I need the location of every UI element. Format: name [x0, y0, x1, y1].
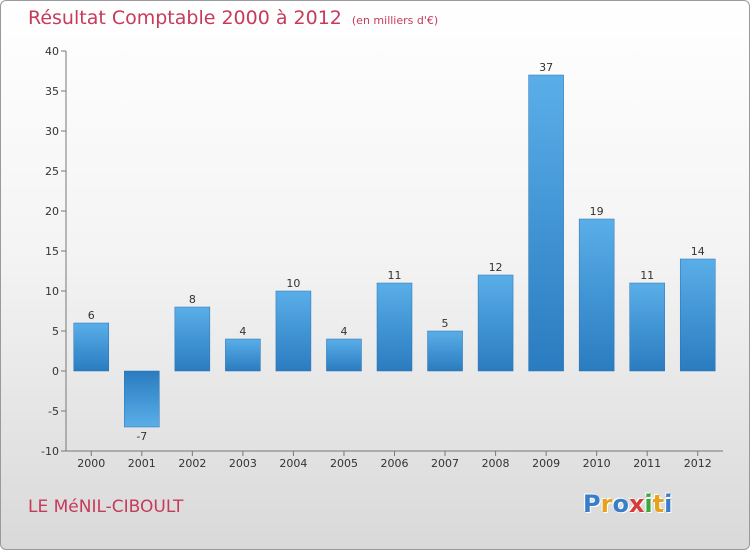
chart-title: Résultat Comptable 2000 à 2012 (en millie… [28, 7, 438, 29]
logo-letter: i [664, 490, 673, 518]
data-labels-group: 6 -7 8 4 10 4 11 5 12 37 19 11 14 [88, 61, 705, 443]
data-label: 12 [489, 261, 503, 274]
logo-letter: t [652, 490, 665, 518]
logo-letter: r [600, 490, 613, 518]
data-label: 14 [691, 245, 705, 258]
x-tick-label: 2011 [633, 457, 661, 470]
y-tick-label: 15 [45, 245, 59, 258]
bar [174, 306, 211, 372]
bar [376, 282, 413, 372]
bar [225, 338, 261, 372]
x-tick-label: 2008 [482, 457, 510, 470]
y-tick-label: 0 [52, 365, 59, 378]
x-tick-label: 2012 [684, 457, 712, 470]
proxiti-logo: Proxiti [583, 490, 672, 518]
y-tick-label: -10 [41, 445, 59, 458]
x-tick-label: 2007 [431, 457, 459, 470]
data-label: 37 [539, 61, 553, 74]
bar [679, 258, 716, 372]
x-tick-label: 2009 [532, 457, 560, 470]
commune-name: LE MéNIL-CIBOULT [28, 497, 184, 517]
bar [73, 322, 110, 372]
data-label: 10 [286, 277, 300, 290]
data-label: 6 [88, 309, 95, 322]
x-tick-label: 2006 [381, 457, 409, 470]
data-label: -7 [136, 430, 147, 443]
chart-subtitle: (en milliers d'€) [351, 14, 439, 27]
x-tick-label: 2003 [229, 457, 257, 470]
logo-letter: i [644, 490, 653, 518]
y-tick-label: 25 [45, 165, 59, 178]
x-tick-label: 2002 [178, 457, 206, 470]
x-tick-label: 2004 [279, 457, 307, 470]
logo-letter: o [612, 490, 629, 518]
data-label: 11 [388, 269, 402, 282]
bar [477, 274, 514, 372]
logo-letter: P [583, 490, 601, 518]
bar [427, 330, 463, 372]
bars-group [73, 74, 716, 428]
y-tick-label: 10 [45, 285, 59, 298]
logo-letter: x [628, 490, 645, 518]
y-tick-label: 35 [45, 85, 59, 98]
chart-title-text: Résultat Comptable 2000 à 2012 [28, 7, 342, 29]
x-tick-label: 2000 [77, 457, 105, 470]
bar [528, 74, 564, 372]
bar [275, 290, 312, 372]
bar [326, 338, 362, 372]
x-tick-label: 2005 [330, 457, 358, 470]
bar [629, 282, 665, 372]
y-tick-label: 20 [45, 205, 59, 218]
y-tick-label: 40 [45, 45, 59, 58]
bar [124, 370, 160, 428]
data-label: 11 [640, 269, 654, 282]
data-label: 19 [590, 205, 604, 218]
bar [578, 218, 615, 372]
x-tick-label: 2001 [128, 457, 156, 470]
y-tick-label: -5 [48, 405, 59, 418]
axes: -10 -5 0 5 10 15 20 25 30 35 40 2000 2001 2002 2003 200… [41, 45, 723, 470]
data-label: 4 [239, 325, 246, 338]
x-tick-label: 2010 [583, 457, 611, 470]
data-label: 4 [340, 325, 347, 338]
y-tick-label: 5 [52, 325, 59, 338]
data-label: 5 [442, 317, 449, 330]
data-label: 8 [189, 293, 196, 306]
y-tick-label: 30 [45, 125, 59, 138]
